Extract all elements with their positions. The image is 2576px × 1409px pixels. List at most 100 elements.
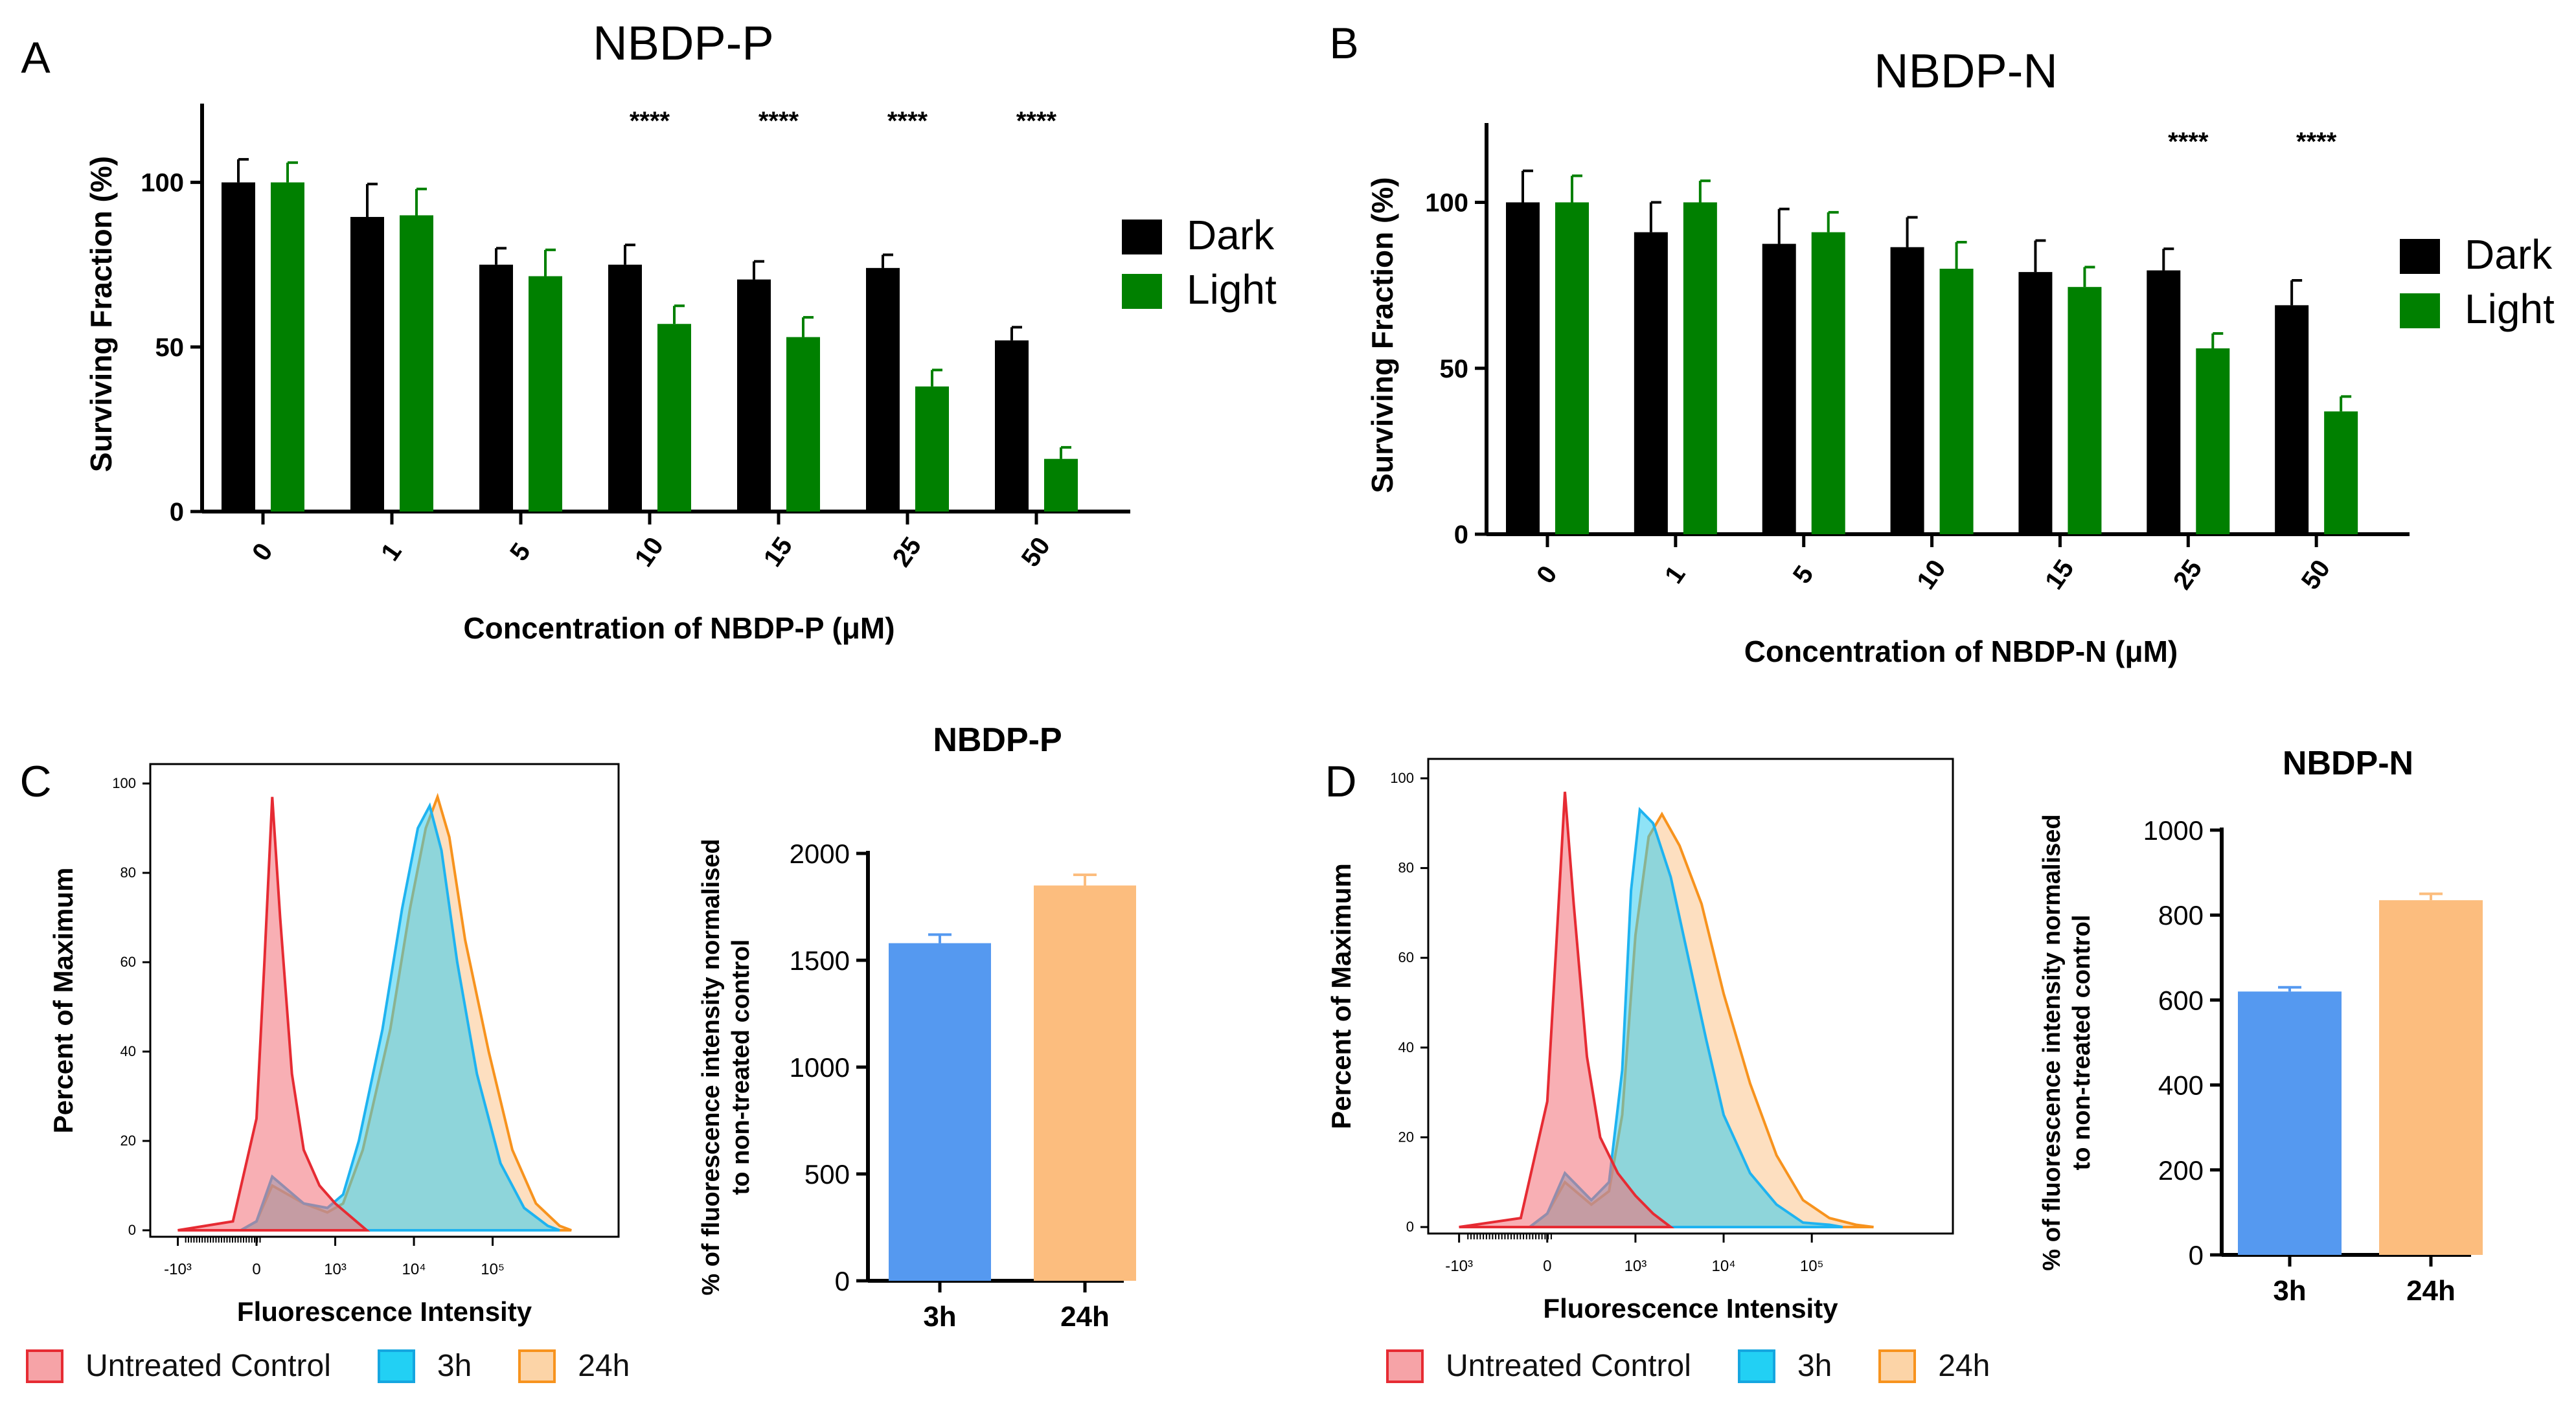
x-tick-label: 1 — [1659, 561, 1691, 589]
bar-dark — [2018, 272, 2053, 534]
bar-light — [1811, 232, 1845, 534]
bar-dark — [2147, 270, 2181, 534]
panel-letter: A — [21, 33, 51, 82]
y-tick-label: 1500 — [790, 945, 850, 976]
bar-dark — [995, 340, 1029, 512]
x-tick-label: 25 — [2168, 555, 2208, 595]
bar-dark — [479, 264, 513, 512]
y-tick-label: 0 — [835, 1266, 850, 1296]
significance-stars: **** — [2296, 128, 2337, 156]
bar-light — [529, 276, 562, 512]
y-tick-label: 20 — [120, 1133, 136, 1149]
x-tick-label: 10 — [1911, 555, 1952, 595]
plot-frame — [149, 763, 620, 1238]
legend-swatch-light — [1122, 274, 1162, 309]
legend-label: Dark — [1187, 212, 1275, 258]
legend-label: 3h — [437, 1349, 472, 1383]
x-axis-label: Fluorescence Intensity — [237, 1296, 532, 1327]
y-tick-label: 500 — [804, 1159, 850, 1189]
legend-item-3h: 3h — [1737, 1348, 1832, 1384]
y-tick-label: 100 — [112, 775, 136, 791]
legend-swatch-control — [26, 1349, 63, 1383]
y-tick-label: 100 — [1425, 189, 1468, 218]
x-tick-label: 5 — [1788, 561, 1819, 589]
y-tick-label: 400 — [2158, 1070, 2204, 1101]
significance-stars: **** — [2168, 128, 2209, 156]
legend-label: Dark — [2465, 231, 2553, 278]
y-tick-label: 800 — [2158, 900, 2204, 930]
x-tick-label: 3h — [923, 1301, 956, 1333]
x-tick-label: 3h — [2273, 1275, 2306, 1307]
legend-label: Light — [2465, 286, 2555, 332]
legend-item-control: Untreated Control — [26, 1348, 331, 1384]
y-axis-label: to non-treated control — [2068, 915, 2095, 1171]
y-axis-label: Percent of Maximum — [48, 868, 78, 1134]
x-tick-label: 24h — [1060, 1301, 1110, 1333]
x-axis-label: Concentration of NBDP-P (μM) — [463, 611, 895, 645]
x-axis-label: Concentration of NBDP-N (μM) — [1744, 635, 2178, 668]
legend-label: Untreated Control — [1446, 1349, 1691, 1383]
x-tick-label: 1 — [376, 538, 407, 566]
bar-dark — [737, 279, 771, 512]
y-tick-label: 50 — [155, 333, 185, 362]
y-tick-label: 40 — [1398, 1039, 1414, 1055]
y-tick-label: 80 — [1398, 860, 1414, 876]
x-tick-label: 10³ — [1624, 1257, 1647, 1275]
legend-swatch-dark — [2400, 239, 2440, 274]
bar-dark — [1634, 232, 1668, 534]
bar-dark — [350, 217, 384, 512]
y-tick-label: 0 — [1454, 521, 1468, 549]
chart-title: NBDP-N — [2283, 745, 2413, 782]
panel-letter: C — [19, 757, 51, 806]
y-tick-label: 60 — [1398, 949, 1414, 965]
y-tick-label: 2000 — [790, 839, 850, 869]
y-tick-label: 1000 — [2143, 815, 2204, 846]
significance-stars: **** — [758, 107, 799, 135]
legend-label: 24h — [578, 1349, 630, 1383]
y-tick-label: 0 — [128, 1222, 136, 1238]
bar-light — [1044, 458, 1078, 512]
x-axis-label: Fluorescence Intensity — [1543, 1293, 1838, 1324]
x-tick-label: -10³ — [164, 1261, 192, 1278]
y-tick-label: 600 — [2158, 985, 2204, 1015]
y-axis-label: Percent of Maximum — [1326, 863, 1356, 1129]
bar-light — [2324, 411, 2358, 534]
legend-c: Untreated Control 3h 24h — [26, 1348, 670, 1384]
legend-item-24h: 24h — [518, 1348, 630, 1384]
bar-3h — [2238, 991, 2342, 1255]
legend-item-control: Untreated Control — [1386, 1348, 1691, 1384]
x-tick-label: 10⁵ — [481, 1261, 505, 1278]
x-tick-label: 10⁴ — [402, 1261, 426, 1278]
panel-letter: B — [1329, 19, 1358, 68]
y-tick-label: 200 — [2158, 1155, 2204, 1186]
x-tick-label: 25 — [887, 532, 928, 572]
bar-dark — [2275, 305, 2309, 534]
x-tick-label: 10⁴ — [1712, 1257, 1736, 1275]
legend-swatch-3h — [1737, 1349, 1775, 1383]
y-tick-label: 80 — [120, 864, 136, 881]
bar-dark — [1762, 243, 1796, 534]
chart-title: NBDP-P — [593, 16, 774, 70]
bar-light — [915, 386, 949, 512]
x-tick-label: 24h — [2406, 1275, 2456, 1307]
x-tick-label: 0 — [247, 538, 279, 566]
bar-24h — [1034, 885, 1136, 1281]
chart-title: NBDP-N — [1874, 44, 2058, 98]
x-tick-label: 10³ — [324, 1261, 347, 1278]
significance-stars: **** — [887, 107, 928, 135]
bar-dark — [866, 267, 900, 512]
y-tick-label: 60 — [120, 954, 136, 970]
y-tick-label: 0 — [1406, 1219, 1414, 1235]
bar-light — [271, 182, 304, 512]
x-tick-label: 0 — [1543, 1257, 1551, 1275]
bar-light — [1939, 269, 1974, 534]
x-tick-label: 10 — [630, 532, 670, 572]
significance-stars: **** — [630, 107, 670, 135]
legend-swatch-3h — [377, 1349, 415, 1383]
plot-frame — [1427, 758, 1954, 1235]
legend-swatch-dark — [1122, 220, 1162, 254]
legend-swatch-control — [1386, 1349, 1424, 1383]
y-tick-label: 0 — [2189, 1240, 2204, 1270]
x-tick-label: 5 — [505, 538, 536, 566]
